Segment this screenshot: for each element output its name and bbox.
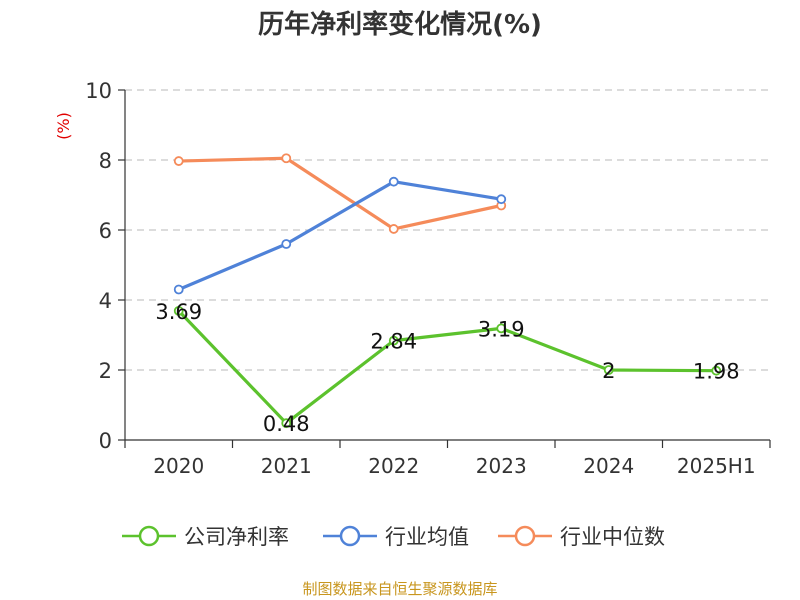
y-tick-label: 6 xyxy=(99,219,112,243)
y-tick-label: 4 xyxy=(99,289,112,313)
series-point-2 xyxy=(281,153,292,164)
series-line-2 xyxy=(178,156,502,231)
y-tick-label: 2 xyxy=(99,359,112,383)
series-point-2 xyxy=(173,156,184,166)
data-label: 3.19 xyxy=(478,317,525,341)
series-point-1 xyxy=(281,239,292,249)
series-line-0 xyxy=(177,309,717,425)
series-point-2 xyxy=(388,224,399,234)
series-point-1 xyxy=(173,284,184,295)
series-point-0 xyxy=(388,335,399,346)
series-line-1 xyxy=(178,180,502,291)
source-note: 制图数据来自恒生聚源数据库 xyxy=(302,580,498,598)
legend-label: 公司净利率 xyxy=(184,525,289,549)
x-tick-label: 2023 xyxy=(476,454,527,478)
y-tick-label: 0 xyxy=(99,429,112,453)
legend-marker xyxy=(138,525,160,547)
data-label: 1.98 xyxy=(693,360,740,384)
data-label: 2.84 xyxy=(370,330,417,354)
x-tick-label: 2020 xyxy=(153,454,204,478)
legend-marker xyxy=(514,525,536,547)
data-label: 3.69 xyxy=(155,300,202,324)
legend: 公司净利率 行业均值 行业中位数 xyxy=(122,525,665,549)
series-point-0 xyxy=(496,323,507,334)
chart-title: 历年净利率变化情况(%) xyxy=(258,10,542,40)
data-label: 2 xyxy=(602,359,615,383)
gridlines xyxy=(125,89,770,371)
data-labels: 3.69 0.48 2.84 3.19 2 1.98 xyxy=(155,300,739,436)
series-point-1 xyxy=(496,194,507,205)
x-tick-label: 2021 xyxy=(261,454,312,478)
series-lines xyxy=(173,153,722,429)
axes: 0 2 4 6 8 10 2020 2021 2022 2023 2024 2025H1 (%) xyxy=(54,79,771,478)
y-axis-label: (%) xyxy=(54,112,73,140)
series-point-0 xyxy=(173,305,184,316)
x-tick-label: 2025H1 xyxy=(677,454,756,478)
series-point-1 xyxy=(388,176,399,187)
legend-marker xyxy=(339,525,361,547)
x-tick-label: 2024 xyxy=(583,454,634,478)
data-label: 0.48 xyxy=(263,412,310,436)
series-point-0 xyxy=(281,418,292,429)
series-point-0 xyxy=(711,365,722,376)
x-tick-label: 2022 xyxy=(368,454,419,478)
y-tick-label: 10 xyxy=(85,79,112,103)
legend-label: 行业均值 xyxy=(385,525,469,549)
y-tick-label: 8 xyxy=(99,149,112,173)
legend-label: 行业中位数 xyxy=(560,525,665,549)
series-point-0 xyxy=(603,365,614,375)
